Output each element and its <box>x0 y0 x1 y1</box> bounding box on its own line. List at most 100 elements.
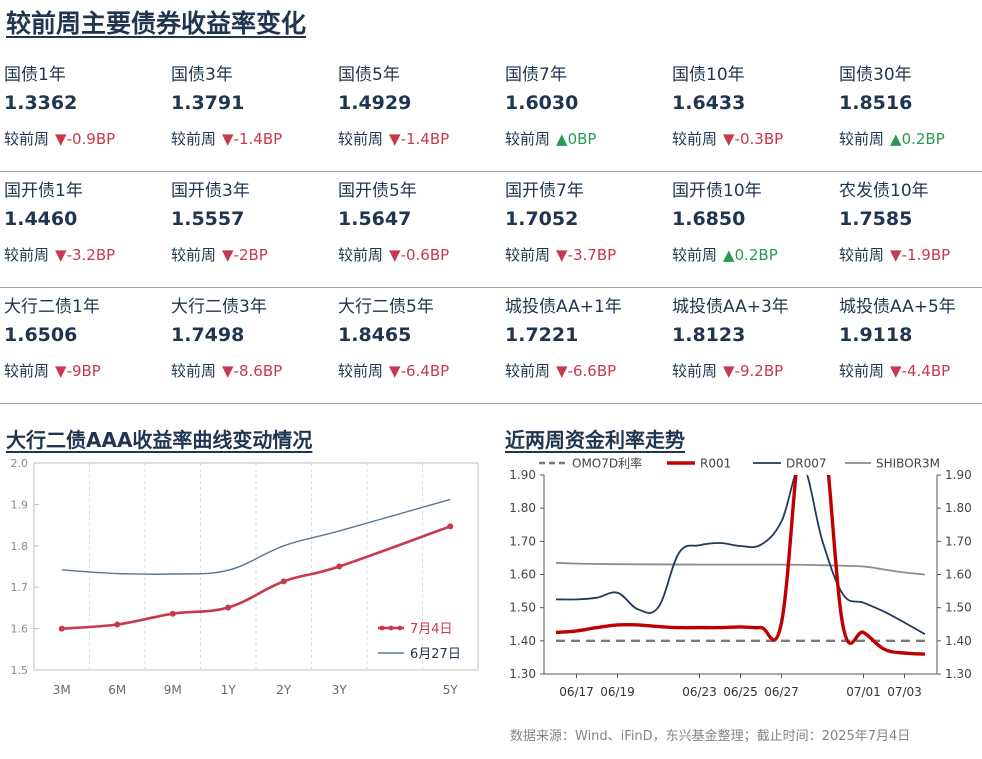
change-value: -0.9BP <box>66 130 116 148</box>
change-label: 较前周 <box>171 362 217 380</box>
yield-value: 1.3791 <box>171 92 245 114</box>
yield-value: 1.7498 <box>171 324 245 346</box>
bond-name: 国债7年 <box>505 65 567 85</box>
change-label: 较前周 <box>672 246 718 264</box>
change-value: -2BP <box>233 246 268 264</box>
change-label: 较前周 <box>338 246 384 264</box>
yield-row-policy-bank: 国开债1年 1.4460 较前周 ▼-3.2BP 国开债3年 1.5557 较前周 ▼-2BP… <box>0 172 982 288</box>
weekly-change: 较前周 ▼-6.4BP <box>338 360 449 381</box>
source-note: 数据来源：Wind、iFinD，东兴基金整理；截止时间：2025年7月4日 <box>510 729 911 744</box>
change-label: 较前周 <box>4 362 50 380</box>
y-tick-label: 1.8 <box>11 540 29 553</box>
yield-row-credit: 大行二债1年 1.6506 较前周 ▼-9BP 大行二债3年 1.7498 较前周 ▼-8.6… <box>0 288 982 404</box>
y-tick-label: 1.80 <box>509 501 536 515</box>
bond-name: 大行二债1年 <box>4 297 100 317</box>
yield-card: 国开债1年 1.4460 较前周 ▼-3.2BP <box>0 172 165 287</box>
yield-card: 国债3年 1.3791 较前周 ▼-1.4BP <box>167 56 332 171</box>
yield-card: 国开债7年 1.7052 较前周 ▼-3.7BP <box>501 172 666 287</box>
weekly-change: 较前周 ▲0.2BP <box>839 128 945 149</box>
change-value: -4.4BP <box>901 362 951 380</box>
y-tick-label: 1.90 <box>509 468 536 482</box>
change-label: 较前周 <box>171 130 217 148</box>
yield-card: 城投债AA+5年 1.9118 较前周 ▼-4.4BP <box>835 288 982 403</box>
arrow-down-icon: ▼ <box>556 246 568 264</box>
yield-value: 1.5647 <box>338 208 412 230</box>
data-point <box>336 563 343 570</box>
legend-label: 6月27日 <box>410 647 461 662</box>
yield-card: 大行二债1年 1.6506 较前周 ▼-9BP <box>0 288 165 403</box>
change-label: 较前周 <box>839 246 885 264</box>
change-value: -1.4BP <box>400 130 450 148</box>
yield-card: 国开债5年 1.5647 较前周 ▼-0.6BP <box>334 172 499 287</box>
weekly-change: 较前周 ▼-9BP <box>4 360 101 381</box>
weekly-change: 较前周 ▼-0.9BP <box>4 128 115 149</box>
weekly-change: 较前周 ▼-0.6BP <box>338 244 449 265</box>
legend-marker <box>379 625 385 631</box>
x-tick-label: 3Y <box>332 683 348 697</box>
data-point <box>114 621 121 628</box>
weekly-change: 较前周 ▼-8.6BP <box>171 360 282 381</box>
x-tick-label: 06/25 <box>723 685 758 699</box>
arrow-down-icon: ▼ <box>55 362 67 380</box>
arrow-down-icon: ▼ <box>890 246 902 264</box>
data-point <box>225 604 232 611</box>
y-tick-label: 1.9 <box>11 498 29 511</box>
arrow-down-icon: ▼ <box>723 130 735 148</box>
yield-value: 1.7221 <box>505 324 579 346</box>
yield-card: 国债30年 1.8516 较前周 ▲0.2BP <box>835 56 982 171</box>
weekly-change: 较前周 ▼-1.4BP <box>171 128 282 149</box>
legend-label: DR007 <box>786 457 826 471</box>
data-point <box>169 610 176 617</box>
x-tick-label: 2Y <box>276 683 292 697</box>
arrow-down-icon: ▼ <box>723 362 735 380</box>
x-tick-label: 07/03 <box>887 685 922 699</box>
x-tick-label: 3M <box>53 683 71 697</box>
change-value: -9.2BP <box>734 362 784 380</box>
y-tick-label: 1.60 <box>509 568 536 582</box>
y-tick-label-right: 1.30 <box>945 667 972 681</box>
x-tick-label: 06/27 <box>764 685 799 699</box>
x-tick-label: 1Y <box>221 683 237 697</box>
arrow-down-icon: ▼ <box>389 246 401 264</box>
yield-row-government: 国债1年 1.3362 较前周 ▼-0.9BP 国债3年 1.3791 较前周 ▼-1.4BP… <box>0 56 982 172</box>
yield-card: 国债5年 1.4929 较前周 ▼-1.4BP <box>334 56 499 171</box>
arrow-up-icon: ▲ <box>723 246 735 264</box>
series-line <box>555 475 926 635</box>
arrow-down-icon: ▼ <box>222 246 234 264</box>
yield-value: 1.7585 <box>839 208 913 230</box>
series-line <box>555 475 926 656</box>
curve-chart-title: 大行二债AAA收益率曲线变动情况 <box>6 428 313 452</box>
change-label: 较前周 <box>505 130 551 148</box>
bond-name: 国债3年 <box>171 65 233 85</box>
x-tick-label: 06/17 <box>559 685 594 699</box>
data-point <box>280 578 287 585</box>
bond-name: 国债10年 <box>672 65 745 85</box>
page-title: 较前周主要债券收益率变化 <box>6 9 307 38</box>
change-value: -1.4BP <box>233 130 283 148</box>
yield-value: 1.4460 <box>4 208 78 230</box>
bond-name: 国开债5年 <box>338 181 417 201</box>
series-line <box>61 498 451 575</box>
weekly-change: 较前周 ▼-0.3BP <box>672 128 783 149</box>
change-label: 较前周 <box>672 362 718 380</box>
arrow-down-icon: ▼ <box>890 362 902 380</box>
change-label: 较前周 <box>4 246 50 264</box>
yield-value: 1.6506 <box>4 324 78 346</box>
x-tick-label: 06/19 <box>600 685 635 699</box>
bond-name: 国开债1年 <box>4 181 83 201</box>
arrow-up-icon: ▲ <box>890 130 902 148</box>
arrow-down-icon: ▼ <box>556 362 568 380</box>
yield-value: 1.7052 <box>505 208 579 230</box>
yield-value: 1.4929 <box>338 92 412 114</box>
arrow-down-icon: ▼ <box>389 362 401 380</box>
legend-label: R001 <box>700 457 731 471</box>
arrow-up-icon: ▲ <box>556 130 568 148</box>
yield-value: 1.8123 <box>672 324 746 346</box>
weekly-change: 较前周 ▼-3.2BP <box>4 244 115 265</box>
bond-name: 城投债AA+3年 <box>672 297 789 317</box>
yield-card: 大行二债3年 1.7498 较前周 ▼-8.6BP <box>167 288 332 403</box>
y-tick-label: 1.40 <box>509 634 536 648</box>
y-tick-label-right: 1.40 <box>945 634 972 648</box>
yield-value: 1.8516 <box>839 92 913 114</box>
yield-card: 大行二债5年 1.8465 较前周 ▼-6.4BP <box>334 288 499 403</box>
